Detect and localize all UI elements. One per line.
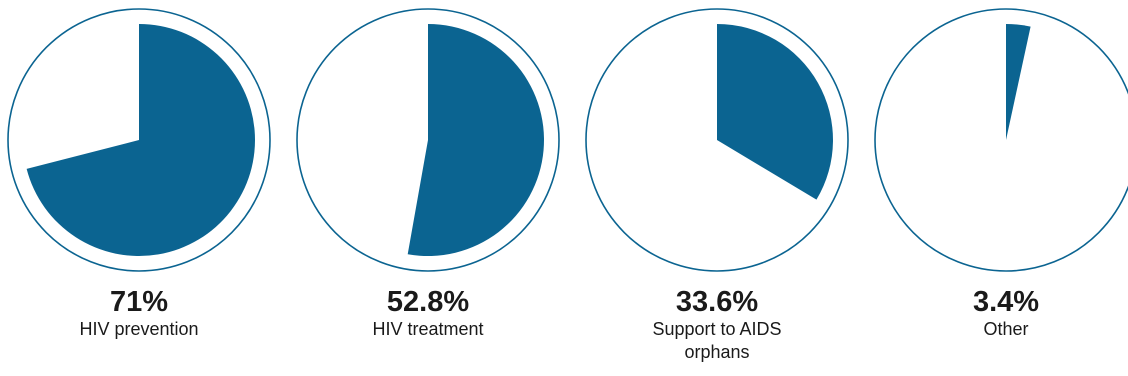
- pie-3-outline: [874, 8, 1128, 272]
- pie-2-category-label: Support to AIDS orphans: [652, 319, 782, 362]
- pie-0-label-block: 71% HIV prevention: [29, 286, 249, 341]
- pie-3-category-label: Other: [983, 319, 1029, 339]
- pie-3-percent-label: 3.4%: [972, 286, 1040, 318]
- pie-2: [585, 8, 849, 272]
- pie-2-slice: [717, 24, 833, 200]
- pie-1-label-block: 52.8% HIV treatment: [318, 286, 538, 341]
- pie-0-percent-label: 71%: [109, 286, 169, 318]
- pie-1-slice: [407, 24, 544, 256]
- pie-1-percent-label: 52.8%: [386, 286, 470, 318]
- pie-2-label-block: 33.6% Support to AIDS orphans: [607, 286, 827, 364]
- pie-0: [7, 8, 271, 272]
- pie-3-slice: [1006, 24, 1031, 140]
- pie-3-label-block: 3.4% Other: [896, 286, 1116, 341]
- pie-1: [296, 8, 560, 272]
- pie-1-category-label: HIV treatment: [372, 319, 484, 339]
- pie-0-slice: [26, 24, 255, 257]
- pie-0-category-label: HIV prevention: [79, 319, 199, 339]
- pies-canvas: [7, 8, 1128, 272]
- pie-3: [874, 8, 1128, 272]
- pie-2-percent-label: 33.6%: [675, 286, 759, 318]
